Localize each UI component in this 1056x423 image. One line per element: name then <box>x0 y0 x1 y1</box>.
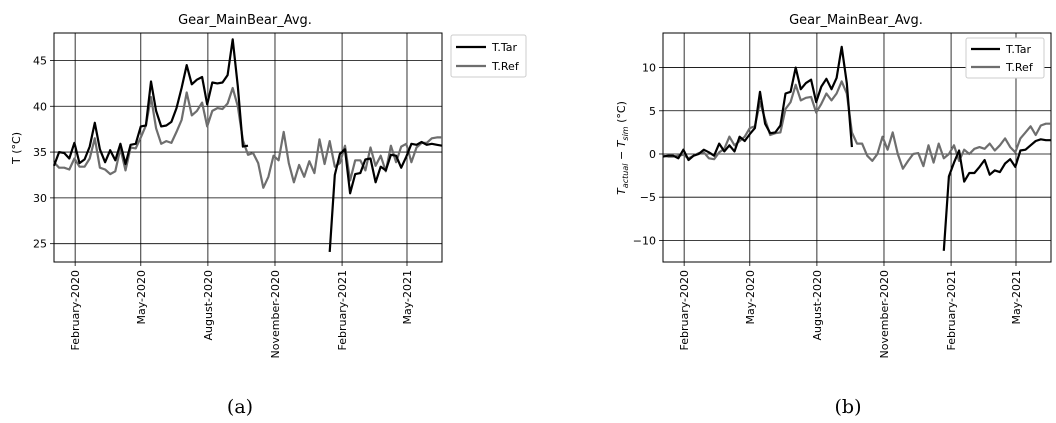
x-tick-label: May-2020 <box>744 270 757 325</box>
x-tick-label: February-2020 <box>678 270 691 351</box>
plot-area-a <box>53 32 443 263</box>
y-ticks-b: −10 −5 0 5 10 <box>633 62 663 247</box>
x-tick-label: August-2020 <box>202 270 215 340</box>
x-tick-label: August-2020 <box>811 270 824 340</box>
y-tick-label: 10 <box>642 62 656 75</box>
y-tick-label: 5 <box>649 105 656 118</box>
y-tick-label: 35 <box>33 146 47 159</box>
series-line-t-tar <box>52 38 249 167</box>
y-axis-label-b: Tactual − Tsim (°C) <box>615 101 630 195</box>
chart-title-b: Gear_MainBear_Avg. <box>789 13 923 28</box>
legend-label-t-ref-a: T.Ref <box>491 60 520 73</box>
chart-panel-b: Gear_MainBear_Avg. −10 −5 0 5 10 February-20… <box>615 13 1052 418</box>
y-tick-label: −10 <box>633 234 656 247</box>
legend-b: T.Tar T.Ref <box>965 37 1045 79</box>
chart-title-a: Gear_MainBear_Avg. <box>178 13 312 28</box>
legend-label-t-ref-b: T.Ref <box>1005 61 1034 74</box>
series-line-t-ref <box>662 80 1051 170</box>
y-axis-label-a: T (°C) <box>10 132 23 165</box>
x-tick-label: May-2020 <box>135 270 148 325</box>
series-lines-a <box>52 38 443 252</box>
caption-a: (a) <box>227 396 253 418</box>
series-line-t-ref <box>53 86 442 189</box>
x-tick-label: May-2021 <box>401 270 414 325</box>
y-ticks-a: 25 30 35 40 45 <box>33 54 54 251</box>
series-lines-b <box>662 45 1051 251</box>
y-tick-label: 45 <box>33 54 47 67</box>
x-tick-label: November-2020 <box>878 270 891 358</box>
series-line-t-tar <box>328 140 443 252</box>
x-tick-label: November-2020 <box>269 270 282 358</box>
y-tick-label: 25 <box>33 238 47 251</box>
x-tick-label: February-2020 <box>69 270 82 351</box>
x-tick-label: May-2021 <box>1010 270 1023 325</box>
caption-b: (b) <box>835 396 862 418</box>
y-tick-label: 0 <box>649 148 656 161</box>
y-tick-label: 30 <box>33 192 47 205</box>
series-line-t-tar <box>662 45 853 162</box>
x-ticks-b: February-2020 May-2020 August-2020 November… <box>678 262 1023 358</box>
chart-panel-a: Gear_MainBear_Avg. 25 30 35 40 45 February-2… <box>10 13 527 418</box>
x-tick-label: February-2021 <box>336 270 349 351</box>
legend-a: T.Tar T.Ref <box>450 34 527 78</box>
y-tick-label: 40 <box>33 100 47 113</box>
legend-label-t-tar-a: T.Tar <box>491 41 518 54</box>
y-tick-label: −5 <box>640 191 656 204</box>
x-ticks-a: February-2020 May-2020 August-2020 November… <box>69 262 414 358</box>
x-tick-label: February-2021 <box>945 270 958 351</box>
series-line-t-tar <box>942 138 1051 251</box>
legend-label-t-tar-b: T.Tar <box>1005 43 1032 56</box>
